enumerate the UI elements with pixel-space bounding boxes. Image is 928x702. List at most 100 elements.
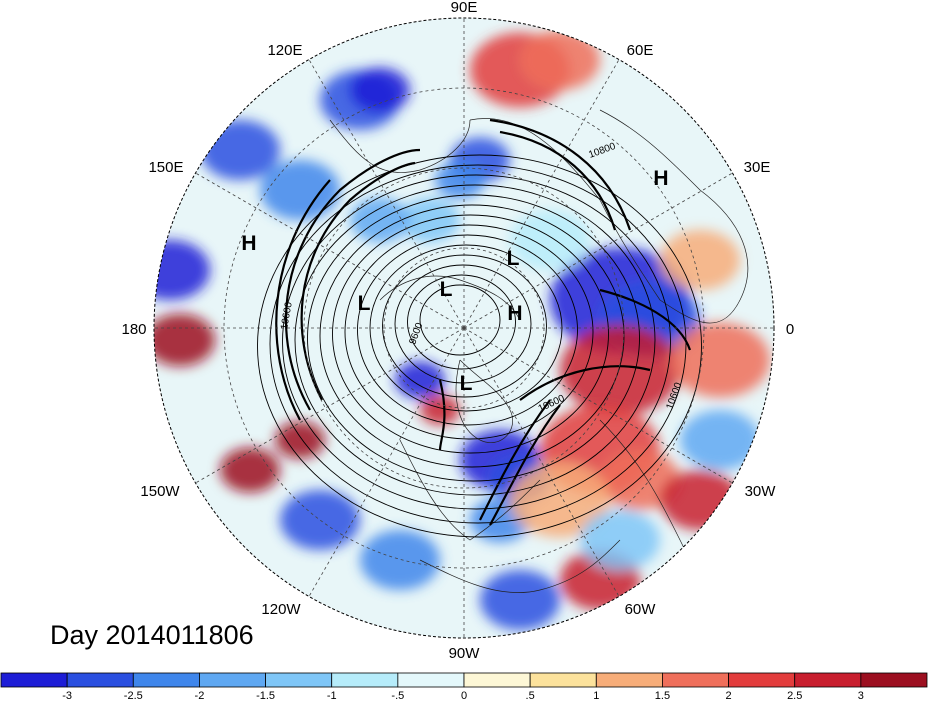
colorbar-tick-label: 2.5	[787, 690, 802, 702]
meridian-line	[308, 327, 465, 597]
anomaly-patch	[200, 120, 280, 180]
anomaly-patch	[275, 421, 325, 459]
meridian-line	[463, 327, 620, 597]
high-center-label: H	[507, 302, 522, 325]
colorbar-box	[331, 672, 399, 688]
colorbar-tick-label: -1	[327, 690, 337, 702]
colorbar-tick-label: -2	[195, 690, 205, 702]
lon-label-150w: 150W	[140, 483, 180, 500]
latitude-circle	[303, 167, 625, 489]
colorbar-tick-label: 0	[461, 690, 467, 702]
meridian-line	[463, 172, 733, 329]
colorbar-box	[728, 672, 796, 688]
lon-label-90e: 90E	[451, 0, 478, 16]
colorbar-boxes	[0, 672, 928, 688]
low-center-label: L	[358, 292, 371, 315]
anomaly-patch	[510, 210, 590, 270]
height-contour	[382, 254, 547, 398]
anomaly-patch	[435, 161, 485, 199]
colorbar-box	[132, 672, 200, 688]
colorbar-box	[595, 672, 663, 688]
lon-label-180: 180	[121, 321, 146, 338]
height-contour	[357, 234, 578, 426]
anomaly-patch	[520, 30, 600, 90]
colorbar-tick-label: 3	[858, 690, 864, 702]
meridian-line	[463, 59, 620, 329]
colorbar-box	[529, 672, 597, 688]
colorbar-tick-label: 2	[726, 690, 732, 702]
colorbar-box	[397, 672, 465, 688]
colorbar-tick-label: 1	[593, 690, 599, 702]
lon-label-30w: 30W	[745, 483, 777, 500]
height-contour	[332, 214, 609, 454]
anomaly-patch	[154, 313, 215, 367]
anomaly-patch	[220, 447, 280, 493]
pressure-centers: H H L L L H L	[241, 167, 668, 395]
colorbar-box	[199, 672, 266, 688]
anomaly-patch	[510, 462, 610, 538]
anomaly-patch	[280, 490, 360, 550]
meridian-line	[308, 59, 465, 329]
colorbar-box	[66, 672, 134, 688]
height-contours	[257, 154, 702, 538]
height-contour	[294, 184, 656, 496]
anomaly-patch	[480, 570, 560, 630]
height-contour	[407, 274, 516, 370]
lon-label-60w: 60W	[625, 601, 657, 618]
jet-contours	[275, 118, 692, 526]
lon-label-120e: 120E	[267, 42, 302, 59]
meridian-line	[195, 172, 465, 329]
colorbar-tick-label: 1.5	[655, 690, 670, 702]
contour-label: 10600	[279, 301, 295, 331]
anomaly-patch	[680, 410, 760, 470]
height-contour	[269, 164, 687, 524]
meridian-line	[463, 327, 733, 484]
colorbar-box	[662, 672, 729, 688]
lon-label-60e: 60E	[627, 42, 654, 59]
height-contour	[307, 194, 640, 482]
height-contour	[257, 154, 702, 538]
colorbar-box	[265, 672, 333, 688]
lon-label-90w: 90W	[449, 645, 481, 662]
anomaly-patch	[560, 325, 680, 415]
lon-label-150e: 150E	[148, 159, 183, 176]
anomaly-patch	[360, 530, 440, 590]
colorbar-box	[860, 672, 928, 688]
high-center-label: H	[241, 232, 256, 255]
height-contour	[282, 174, 671, 510]
colorbar-box	[794, 672, 862, 688]
low-center-label: L	[440, 278, 453, 301]
low-center-label: L	[460, 372, 473, 395]
anomaly-patch	[660, 470, 740, 530]
longitude-labels: 90E 60E 30E 0 30W 60W 90W 120W 150W 180 …	[121, 0, 794, 662]
height-contour	[394, 264, 532, 384]
lon-label-120w: 120W	[261, 601, 301, 618]
anomaly-patch	[350, 67, 410, 113]
colorbar-tick-label: -.5	[391, 690, 404, 702]
anomaly-patch	[154, 240, 210, 300]
high-center-label: H	[653, 167, 668, 190]
height-contour	[419, 284, 501, 356]
map-title: Day 2014011806	[50, 620, 254, 650]
colorbar-tick-label: .5	[526, 690, 535, 702]
colorbar-box	[0, 672, 68, 688]
low-center-label: L	[507, 247, 520, 270]
colorbar-box	[463, 672, 531, 688]
height-contour	[344, 224, 594, 440]
meridian-line	[195, 327, 465, 484]
map-boundary	[153, 17, 775, 639]
anomaly-patch	[395, 361, 445, 399]
colorbar-ticks: -3 -2.5 -2 -1.5 -1 -.5 0 .5 1 1.5 2 2.5 3	[62, 690, 864, 702]
anomaly-patch	[600, 450, 680, 510]
lon-label-0: 0	[786, 321, 794, 338]
anomaly-patch	[420, 395, 460, 425]
anomaly-patch	[260, 160, 340, 220]
anomaly-patch	[660, 230, 740, 290]
colorbar-tick-label: -1.5	[256, 690, 275, 702]
graticule	[154, 18, 774, 638]
lon-label-30e: 30E	[744, 159, 771, 176]
colorbar: -3 -2.5 -2 -1.5 -1 -.5 0 .5 1 1.5 2 2.5 3	[0, 672, 928, 702]
colorbar-tick-label: -2.5	[124, 690, 143, 702]
colorbar-tick-label: -3	[62, 690, 72, 702]
